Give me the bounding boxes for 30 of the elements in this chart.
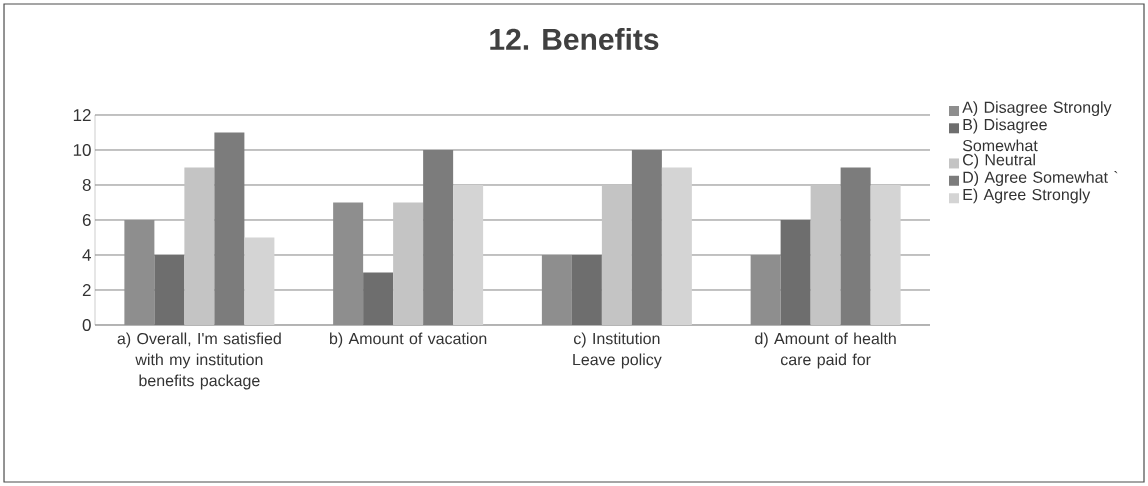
legend-label: A) Disagree Strongly bbox=[962, 101, 1112, 117]
y-tick-label: 10 bbox=[73, 143, 91, 157]
bar bbox=[124, 219, 155, 325]
bar bbox=[453, 184, 484, 325]
bar bbox=[601, 184, 632, 325]
bar bbox=[184, 167, 215, 325]
bar bbox=[333, 202, 364, 325]
legend-label: D) Agree Somewhat ` bbox=[963, 170, 1118, 187]
bar bbox=[661, 167, 692, 325]
y-tick-label: 0 bbox=[82, 318, 91, 332]
x-tick-label: c) Institution Leave policy bbox=[573, 332, 662, 369]
bar bbox=[363, 272, 394, 325]
x-tick-label: a) Overall, I'm satisfied with my institution benefits package bbox=[117, 332, 281, 390]
y-tick-label: 12 bbox=[73, 109, 91, 121]
x-tick-label: d) Amount of health care paid for bbox=[755, 332, 896, 369]
x-tick-label: b) Amount of vacation bbox=[330, 332, 487, 348]
chart-title: 12. Benefits bbox=[490, 27, 659, 51]
legend-label: E) Agree Strongly bbox=[963, 188, 1091, 204]
bar bbox=[810, 184, 841, 325]
bar bbox=[750, 254, 781, 325]
bar bbox=[244, 237, 275, 325]
legend-label: B) Disagree Somewhat bbox=[962, 118, 1047, 152]
bar bbox=[541, 254, 572, 325]
y-tick-label: 4 bbox=[82, 249, 91, 261]
y-tick-label: 2 bbox=[82, 284, 91, 296]
legend-label: C) Neutral bbox=[963, 153, 1035, 169]
y-tick-label: 8 bbox=[82, 178, 91, 192]
bar bbox=[393, 202, 424, 325]
y-tick-label: 6 bbox=[82, 213, 91, 227]
bar bbox=[870, 184, 901, 325]
